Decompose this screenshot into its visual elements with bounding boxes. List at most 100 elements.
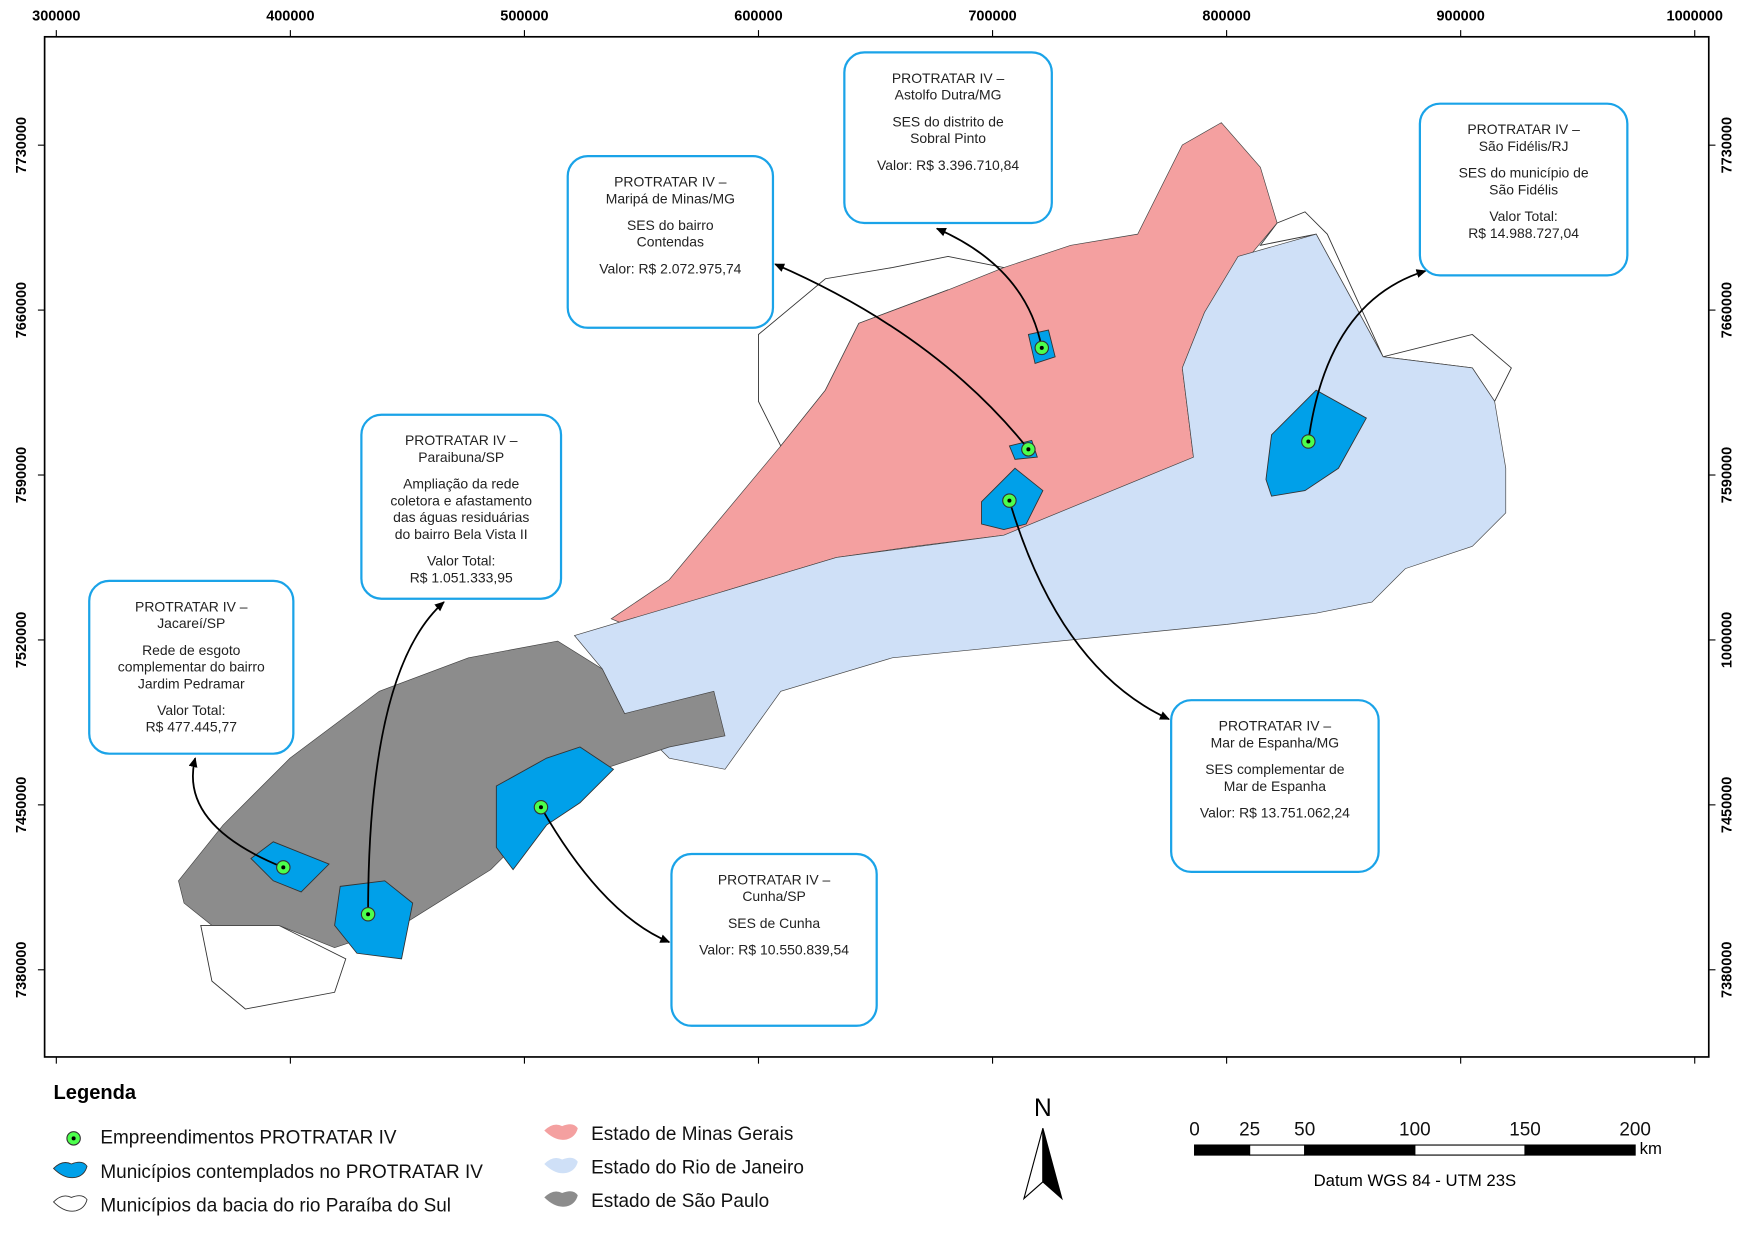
scale-segment <box>1194 1144 1251 1156</box>
legend-symbol <box>71 1136 76 1141</box>
x-tick-label: 900000 <box>1436 9 1484 25</box>
callout-text: R$ 477.445,77 <box>146 719 238 735</box>
y-tick-label: 7590000 <box>14 447 30 503</box>
legend-label: Estado do Rio de Janeiro <box>591 1157 804 1178</box>
callout-text: Rede de esgoto <box>142 642 241 658</box>
legend-label: Municípios da bacia do rio Paraíba do Su… <box>100 1195 451 1216</box>
legend-title: Legenda <box>54 1082 137 1104</box>
callout-text: Mar de Espanha/MG <box>1211 734 1339 750</box>
callout-box <box>670 852 878 1027</box>
y-tick-label: 7520000 <box>14 612 30 668</box>
callout-arrow <box>774 263 1030 450</box>
scale-segment <box>1249 1144 1306 1156</box>
callout-text: R$ 1.051.333,95 <box>410 569 513 585</box>
callout-box <box>1170 699 1380 873</box>
x-tick-label: 1000000 <box>1667 9 1723 25</box>
callout-box <box>566 154 775 329</box>
legend-label: Estado de Minas Gerais <box>591 1124 793 1145</box>
callout-text: Paraibuna/SP <box>418 449 504 465</box>
x-tick-label: 600000 <box>734 9 782 25</box>
scale-label: 150 <box>1509 1120 1541 1141</box>
callout-text: Valor: R$ 2.072.975,74 <box>599 261 741 277</box>
callout-text: Cunha/SP <box>742 888 805 904</box>
callout-text: Valor: R$ 3.396.710,84 <box>877 157 1019 173</box>
x-tick-label: 300000 <box>32 9 80 25</box>
y2-tick-label: 7660000 <box>1720 282 1736 338</box>
legend-symbol <box>52 1161 88 1179</box>
scale-segment <box>1414 1144 1526 1156</box>
white-municipalities <box>1259 211 1512 403</box>
x-tick-label: 700000 <box>968 9 1016 25</box>
callout-text: São Fidélis/RJ <box>1479 138 1569 154</box>
callout-text: complementar do bairro <box>118 659 265 675</box>
callout-box <box>360 413 563 600</box>
legend-label: Empreendimentos PROTRATAR IV <box>100 1127 397 1148</box>
y2-tick-label: 7380000 <box>1720 942 1736 998</box>
legend-symbol <box>544 1157 578 1174</box>
callout-text: PROTRATAR IV – <box>718 871 831 887</box>
municipality <box>1265 389 1367 497</box>
callout-box <box>1418 102 1629 277</box>
project-point-center <box>538 805 543 810</box>
y2-tick-label: 7590000 <box>1720 447 1736 503</box>
project-point-center <box>281 865 286 870</box>
project-point-center <box>1007 498 1012 503</box>
callout-text: SES de Cunha <box>728 915 820 931</box>
legend-symbol <box>52 1195 88 1212</box>
x-tick-label: 800000 <box>1202 9 1250 25</box>
callout-text: SES complementar de <box>1205 761 1345 777</box>
datum: Datum WGS 84 - UTM 23S <box>1314 1171 1517 1190</box>
legend-label: Estado de São Paulo <box>591 1191 769 1212</box>
y-tick-label: 7660000 <box>14 282 30 338</box>
callout-text: Valor Total: <box>427 553 495 569</box>
callout-text: São Fidélis <box>1489 181 1558 197</box>
x-tick-label: 500000 <box>500 9 548 25</box>
north-arrow-right <box>1042 1128 1063 1201</box>
callout-arrow <box>367 601 445 915</box>
project-point-center <box>366 912 371 917</box>
scale-unit: km <box>1640 1139 1662 1158</box>
rio-de-janeiro <box>573 233 1507 770</box>
callout-text: coletora e afastamento <box>390 492 532 508</box>
callout-text: R$ 14.988.727,04 <box>1468 225 1579 241</box>
callout-text: PROTRATAR IV – <box>405 432 518 448</box>
y2-tick-label: 7730000 <box>1720 117 1736 173</box>
municipality <box>334 880 414 960</box>
callout-text: PROTRATAR IV – <box>1219 718 1332 734</box>
callout-text: Valor: R$ 10.550.839,54 <box>699 942 849 958</box>
callout-text: PROTRATAR IV – <box>135 598 248 614</box>
callout-text: Jardim Pedramar <box>138 675 245 691</box>
scale-label: 50 <box>1294 1120 1315 1141</box>
callout-arrow <box>1008 500 1170 720</box>
callout-text: Astolfo Dutra/MG <box>895 87 1002 103</box>
callout-text: Valor Total: <box>1489 208 1557 224</box>
callout-text: Contendas <box>637 234 704 250</box>
scale-segment <box>1304 1144 1416 1156</box>
callout-arrow <box>188 757 284 869</box>
callout-text: das águas residuárias <box>393 509 529 525</box>
callout-text: do bairro Bela Vista II <box>395 526 528 542</box>
callout-arrow <box>1307 269 1427 442</box>
north-label: N <box>1034 1095 1052 1122</box>
project-point-center <box>1306 439 1311 444</box>
callout-box <box>88 579 295 755</box>
scale-label: 0 <box>1189 1120 1200 1141</box>
municipality <box>495 746 615 871</box>
callout-text: Mar de Espanha <box>1224 778 1326 794</box>
y2-tick-label: 1000000 <box>1720 612 1736 668</box>
callout-text: Jacareí/SP <box>157 615 225 631</box>
callout-text: SES do bairro <box>627 217 714 233</box>
callout-box <box>843 51 1053 225</box>
callout-text: Valor: R$ 13.751.062,24 <box>1200 805 1350 821</box>
y-tick-label: 7730000 <box>14 117 30 173</box>
scale-segment <box>1524 1144 1636 1156</box>
y2-tick-label: 7450000 <box>1720 777 1736 833</box>
callout-text: Sobral Pinto <box>910 130 986 146</box>
project-point-center <box>1039 345 1044 350</box>
callout-text: Ampliação da rede <box>403 476 519 492</box>
legend-symbol <box>544 1191 578 1207</box>
legend-symbol <box>544 1124 578 1140</box>
callout-text: SES do distrito de <box>892 113 1004 129</box>
